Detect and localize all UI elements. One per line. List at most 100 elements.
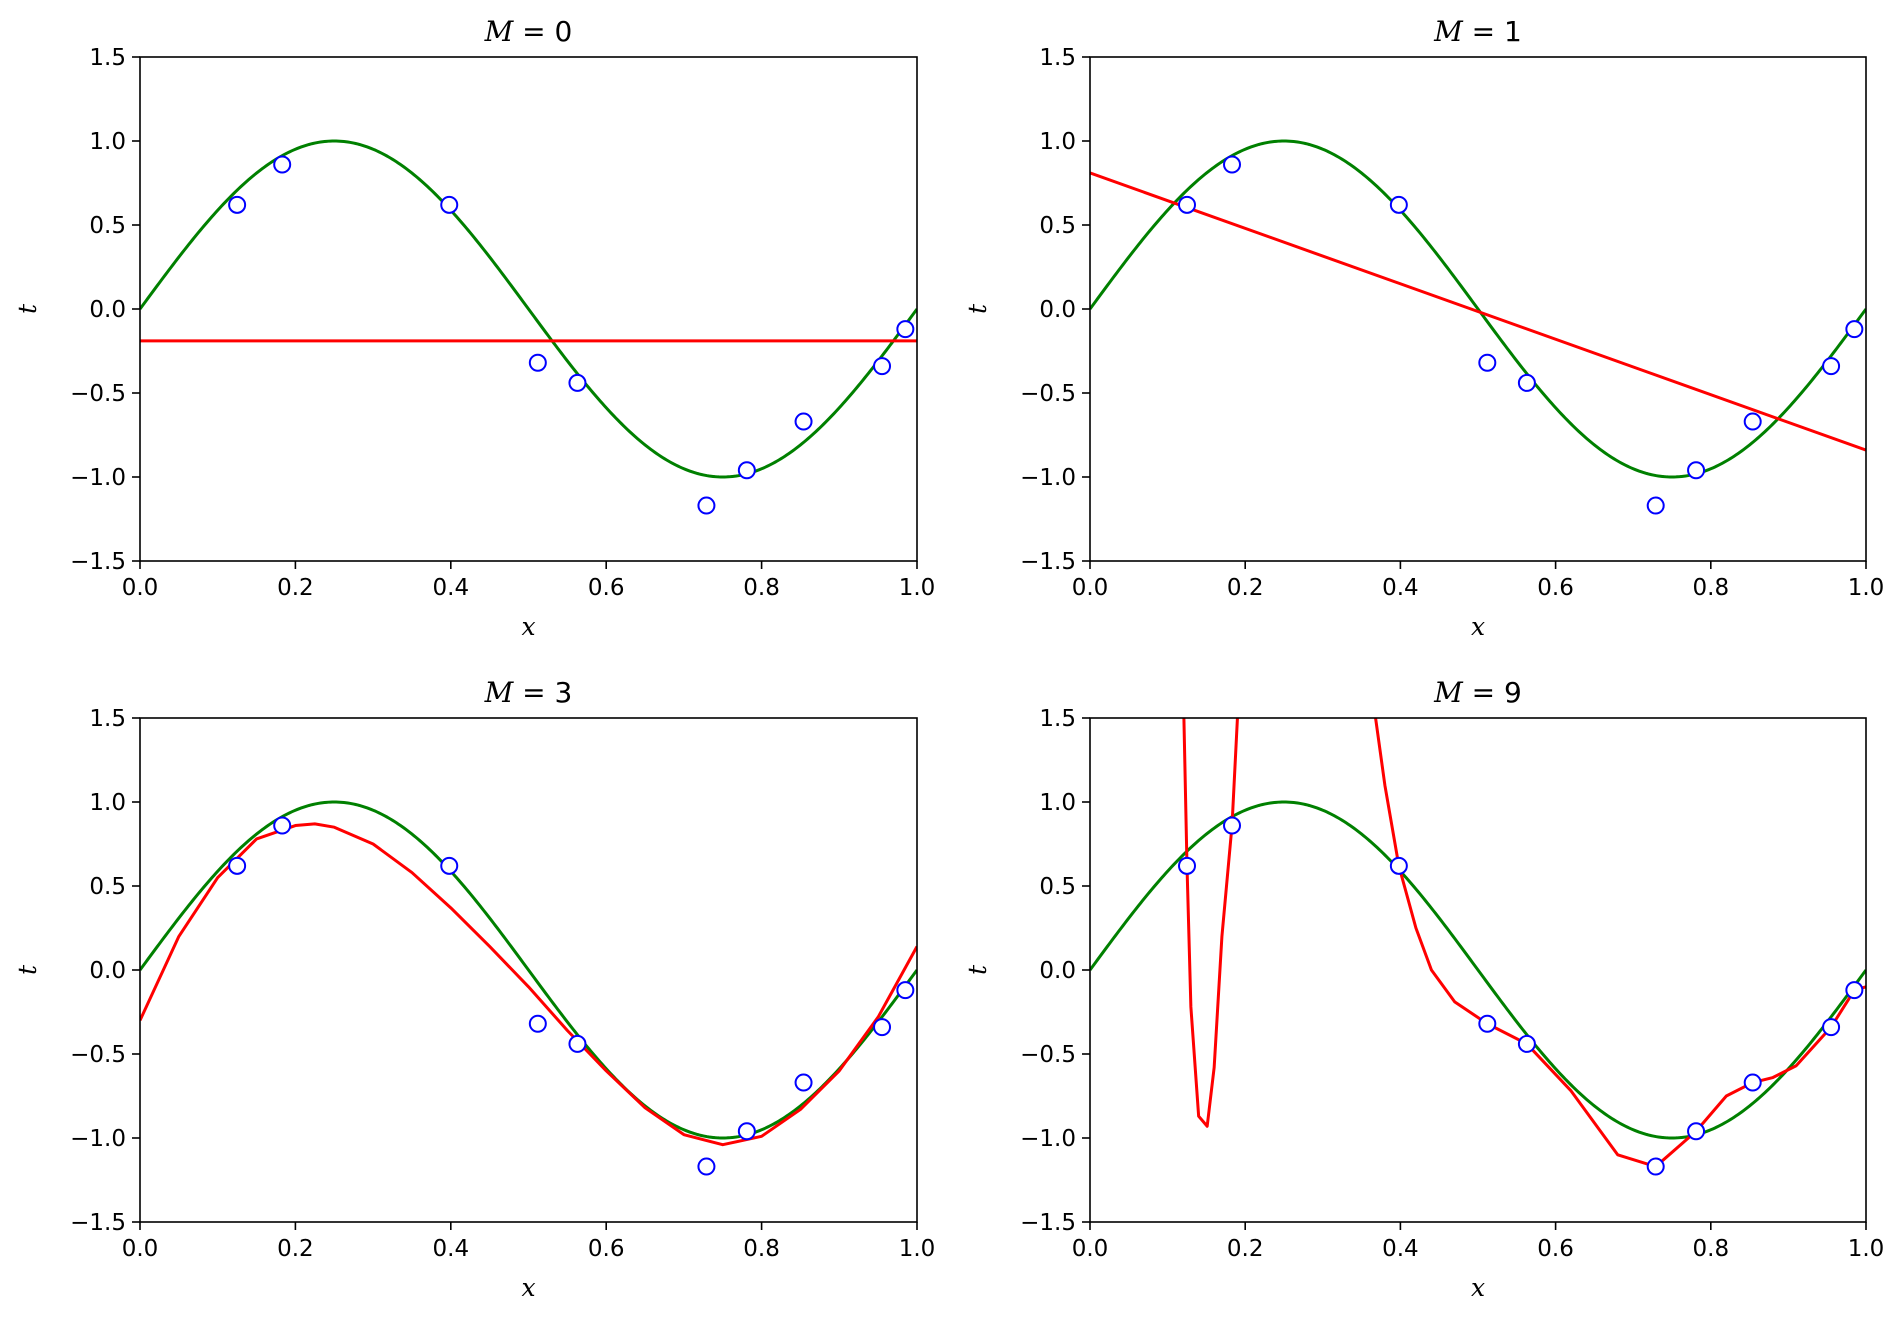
x-tick-label: 0.8 [1693, 575, 1730, 601]
data-point [1389, 195, 1408, 214]
x-axis-label: x [521, 1273, 535, 1302]
x-tick-label: 0.2 [277, 1236, 314, 1262]
data-point [896, 981, 915, 1000]
y-tick-label: 1.5 [89, 45, 126, 71]
x-tick-label: 0.0 [1072, 1236, 1109, 1262]
y-tick-label: 0.0 [89, 297, 126, 323]
y-tick-label: −1.5 [1020, 1210, 1076, 1236]
y-tick-label: 0.5 [89, 874, 126, 900]
y-axis-label: t [963, 303, 992, 314]
data-point [1646, 1157, 1665, 1176]
y-tick-label: −0.5 [1020, 1042, 1076, 1068]
subplot-0: 0.0 0.2 0.4 0.6 0.8 1.0 1.5 1.0 0.5 0.0 −0.5 −1.0 −1… [13, 15, 935, 641]
fit-curve [1090, 171, 1866, 452]
x-tick-label: 1.0 [1848, 1236, 1885, 1262]
y-tick-label: 1.0 [89, 129, 126, 155]
data-point [1389, 856, 1408, 875]
y-tick-label: 1.0 [89, 790, 126, 816]
x-tick-label: 0.0 [122, 575, 159, 601]
fit-curve [140, 822, 917, 1147]
x-tick-label: 0.0 [122, 1236, 159, 1262]
x-tick-label: 0.0 [1072, 575, 1109, 601]
subplot-title: M = 1 [1433, 15, 1522, 48]
data-point [1687, 461, 1706, 480]
data-point [1178, 195, 1196, 214]
y-tick-label: 0.0 [1039, 958, 1076, 984]
data-point [1178, 856, 1196, 875]
x-axis-label: x [1471, 1273, 1485, 1302]
data-point [1646, 496, 1665, 515]
data-point [737, 461, 756, 480]
y-axis-label: t [963, 964, 992, 975]
data-point [440, 195, 459, 214]
data-point [794, 412, 813, 431]
x-tick-label: 0.4 [433, 1236, 470, 1262]
x-tick-label: 0.4 [1382, 1236, 1419, 1262]
x-tick-label: 0.8 [743, 1236, 780, 1262]
data-point [1743, 1073, 1762, 1092]
x-tick-label: 1.0 [1848, 575, 1885, 601]
data-point [737, 1122, 756, 1141]
data-point [1478, 353, 1497, 372]
x-tick-label: 0.2 [277, 575, 314, 601]
y-tick-label: 1.5 [89, 706, 126, 732]
subplot-title: M = 0 [484, 15, 573, 48]
y-tick-label: −0.5 [70, 1042, 126, 1068]
data-point [1822, 357, 1841, 376]
data-point [1223, 816, 1242, 835]
data-point [228, 195, 247, 214]
x-tick-label: 0.4 [433, 575, 470, 601]
data-point [1517, 373, 1536, 392]
true-curve [1090, 800, 1866, 1140]
x-tick-label: 0.6 [1537, 1236, 1574, 1262]
x-tick-label: 0.8 [1693, 1236, 1730, 1262]
true-curve [140, 139, 917, 479]
true-curve [1090, 139, 1866, 479]
data-point [1743, 412, 1762, 431]
y-tick-label: −1.0 [70, 1126, 126, 1152]
data-point [568, 373, 587, 392]
data-point [1845, 981, 1864, 1000]
data-point [873, 357, 892, 376]
y-tick-label: 0.5 [1039, 874, 1076, 900]
data-point [1517, 1034, 1536, 1053]
y-tick-label: −1.5 [70, 1210, 126, 1236]
data-point [528, 353, 547, 372]
data-point [697, 1157, 716, 1176]
data-point [1223, 155, 1242, 174]
data-point [273, 816, 292, 835]
y-tick-label: 1.5 [1039, 45, 1076, 71]
x-tick-label: 1.0 [899, 575, 936, 601]
subplot-3: 0.0 0.2 0.4 0.6 0.8 1.0 1.5 1.0 0.5 0.0 −0.5 −1.0 −1… [963, 676, 1884, 1302]
y-tick-label: −0.5 [1020, 381, 1076, 407]
x-axis-label: x [1471, 612, 1485, 641]
y-tick-label: 0.5 [1039, 213, 1076, 239]
data-point [1478, 1014, 1497, 1033]
y-tick-label: 1.5 [1039, 706, 1076, 732]
data-point [794, 1073, 813, 1092]
y-axis-label: t [13, 303, 42, 314]
subplot-2: 0.0 0.2 0.4 0.6 0.8 1.0 1.5 1.0 0.5 0.0 −0.5 −1.0 −1… [13, 676, 935, 1302]
data-point [228, 856, 247, 875]
data-point [273, 155, 292, 174]
y-tick-label: −1.0 [1020, 1126, 1076, 1152]
subplot-title: M = 9 [1433, 676, 1522, 709]
x-tick-label: 0.2 [1227, 575, 1264, 601]
y-tick-label: −1.0 [70, 465, 126, 491]
subplot-title: M = 3 [484, 676, 573, 709]
y-tick-label: −1.0 [1020, 465, 1076, 491]
true-curve [140, 800, 917, 1140]
y-tick-label: −1.5 [70, 549, 126, 575]
data-point [697, 496, 716, 515]
x-tick-label: 0.6 [588, 1236, 625, 1262]
x-axis-label: x [521, 612, 535, 641]
data-point [568, 1034, 587, 1053]
data-point [440, 856, 459, 875]
x-tick-label: 1.0 [899, 1236, 936, 1262]
subplot-1: 0.0 0.2 0.4 0.6 0.8 1.0 1.5 1.0 0.5 0.0 −0.5 −1.0 −1… [963, 15, 1884, 641]
y-tick-label: 0.0 [89, 958, 126, 984]
data-point [1822, 1018, 1841, 1037]
data-point [873, 1018, 892, 1037]
y-tick-label: −1.5 [1020, 549, 1076, 575]
